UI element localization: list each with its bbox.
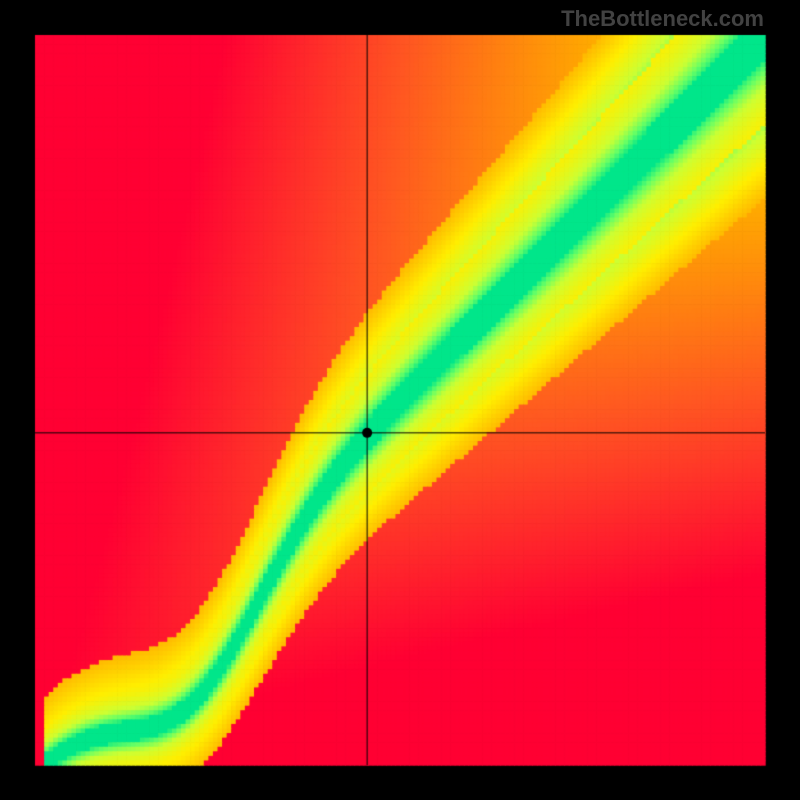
watermark-text: TheBottleneck.com	[561, 6, 764, 32]
chart-container: TheBottleneck.com	[0, 0, 800, 800]
bottleneck-heatmap	[0, 0, 800, 800]
